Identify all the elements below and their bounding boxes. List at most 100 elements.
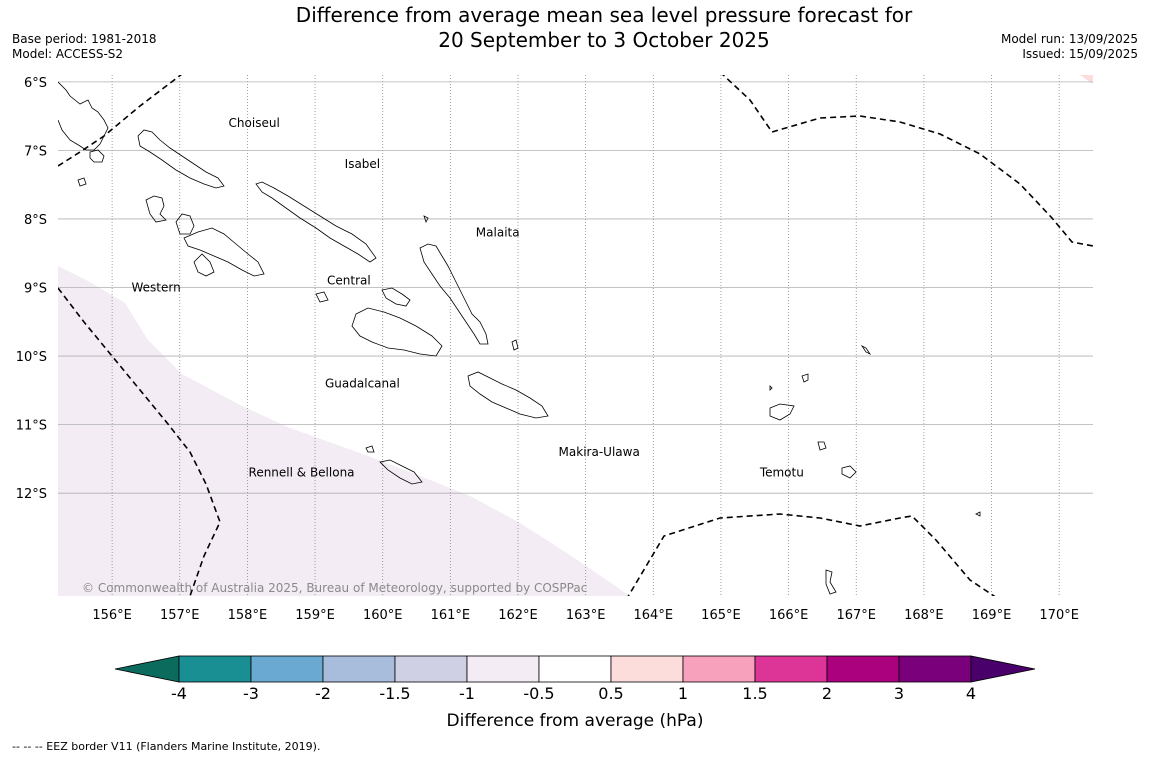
graticule <box>58 75 1093 596</box>
base-period: Base period: 1981-2018 <box>12 32 157 46</box>
meta-right: Model run: 13/09/2025 Issued: 15/09/2025 <box>1001 32 1138 62</box>
lat-tick-label: 8°S <box>24 213 47 228</box>
coastline-islet <box>77 177 87 187</box>
lon-tick-label: 161°E <box>431 608 471 623</box>
lon-tick-label: 156°E <box>92 608 132 623</box>
region-label: Central <box>327 274 371 288</box>
issued-date: Issued: 15/09/2025 <box>1022 47 1138 61</box>
colorbar-over-arrow <box>970 655 1036 683</box>
region-label: Guadalcanal <box>325 376 400 390</box>
lon-tick-label: 159°E <box>295 608 335 623</box>
coastline-bougainville <box>58 81 109 151</box>
coastline-isabel <box>255 181 377 263</box>
eez-border-tuvalu <box>722 75 1093 247</box>
lat-tick-label: 10°S <box>16 350 47 365</box>
coastline-reef-islands <box>801 373 809 383</box>
lon-tick-label: 167°E <box>836 608 876 623</box>
coastline-utupua <box>817 441 827 451</box>
coastline-anuta <box>860 344 872 356</box>
coastline-ulawa <box>511 339 519 351</box>
coastline-shortland <box>145 195 167 223</box>
colorbar-segment <box>610 655 684 683</box>
positive-anomaly-shading <box>1080 75 1093 84</box>
title-line-1: Difference from average mean sea level p… <box>295 3 913 27</box>
colorbar-segment <box>322 655 396 683</box>
chart-title: Difference from average mean sea level p… <box>0 3 1150 53</box>
colorbar-segment <box>250 655 324 683</box>
region-label: Rennell & Bellona <box>249 466 355 480</box>
coastline-choiseul <box>137 129 225 189</box>
coastline-florida-islands <box>381 287 411 307</box>
coastline-malaita <box>419 243 489 345</box>
colorbar-tick-label: -0.5 <box>523 684 554 703</box>
colorbar-segment <box>754 655 828 683</box>
lon-tick-label: 168°E <box>904 608 944 623</box>
colorbar-tick-label: -4 <box>171 684 187 703</box>
colorbar-tick-label: -2 <box>315 684 331 703</box>
region-label: Temotu <box>759 466 804 480</box>
longitude-ticks: 156°E 157°E 158°E 159°E 160°E 161°E 162°E 163°E… <box>92 608 1079 623</box>
colorbar-tick-label: -1 <box>459 684 475 703</box>
lon-tick-label: 158°E <box>228 608 268 623</box>
colorbar-tick-label: 1 <box>678 684 688 703</box>
region-label: Isabel <box>345 157 380 171</box>
eez-borders <box>58 75 1093 596</box>
title-line-2: 20 September to 3 October 2025 <box>438 28 770 52</box>
region-label: Choiseul <box>229 116 280 130</box>
coastline-islet-small <box>769 385 773 391</box>
coastline-new-georgia <box>183 227 265 277</box>
lat-tick-label: 11°S <box>16 419 47 434</box>
colorbar-segment <box>682 655 756 683</box>
colorbar-tick-label: 4 <box>966 684 976 703</box>
lat-tick-label: 7°S <box>24 144 47 159</box>
coastline-rennell <box>379 459 423 485</box>
coastline-vella-lavella <box>175 213 195 235</box>
eez-border-vanuatu <box>627 513 996 596</box>
coastline-bellona <box>365 445 375 453</box>
region-label: Makira-Ulawa <box>559 445 640 459</box>
eez-border-png-north <box>58 75 183 167</box>
coastline-islet-east <box>975 511 981 517</box>
colorbar-segment <box>466 655 540 683</box>
colorbar-title: Difference from average (hPa) <box>447 711 704 731</box>
map-area: Choiseul Isabel Malaita Central Western Guada… <box>58 75 1093 596</box>
coastlines <box>58 81 981 595</box>
colorbar-segment <box>538 655 612 683</box>
latitude-ticks: 6°S 7°S 8°S 9°S 10°S 11°S 12°S <box>16 76 47 502</box>
meta-left: Base period: 1981-2018 Model: ACCESS-S2 <box>12 32 157 62</box>
colorbar-tick-label: 2 <box>822 684 832 703</box>
region-label: Western <box>131 281 180 295</box>
lon-tick-label: 166°E <box>769 608 809 623</box>
colorbar-tick-label: 3 <box>894 684 904 703</box>
colorbar-segment <box>826 655 900 683</box>
lat-tick-label: 6°S <box>24 76 47 91</box>
colorbar-tick-label: 0.5 <box>598 684 623 703</box>
colorbar-tick-label: -1.5 <box>379 684 410 703</box>
colorbar-tick-label: 1.5 <box>742 684 767 703</box>
lon-tick-label: 160°E <box>363 608 403 623</box>
coastline-savo <box>315 291 329 303</box>
lat-tick-label: 12°S <box>16 487 47 502</box>
coastline-rendova <box>193 253 215 277</box>
coastline-tikopia <box>825 569 837 595</box>
coastline-buka <box>89 149 105 163</box>
colorbar-segment <box>394 655 468 683</box>
region-label: Malaita <box>476 226 520 240</box>
colorbar-segment <box>898 655 972 683</box>
lon-tick-label: 165°E <box>701 608 741 623</box>
lon-tick-label: 169°E <box>972 608 1012 623</box>
coastline-ndeni <box>769 403 795 421</box>
eez-footnote: -- -- -- EEZ border V11 (Flanders Marine… <box>12 740 321 753</box>
negative-anomaly-shading <box>58 266 630 596</box>
coastline-islet-north <box>423 215 429 224</box>
model-name: Model: ACCESS-S2 <box>12 47 124 61</box>
coastline-vanikoro <box>841 465 857 479</box>
province-labels: Choiseul Isabel Malaita Central Western Guada… <box>131 116 803 480</box>
copyright-notice: © Commonwealth of Australia 2025, Bureau… <box>82 581 587 595</box>
lat-tick-label: 9°S <box>24 282 47 297</box>
eez-border-png-west <box>58 287 221 596</box>
colorbar-segment <box>178 655 252 683</box>
lon-tick-label: 157°E <box>160 608 200 623</box>
lon-tick-label: 162°E <box>498 608 538 623</box>
